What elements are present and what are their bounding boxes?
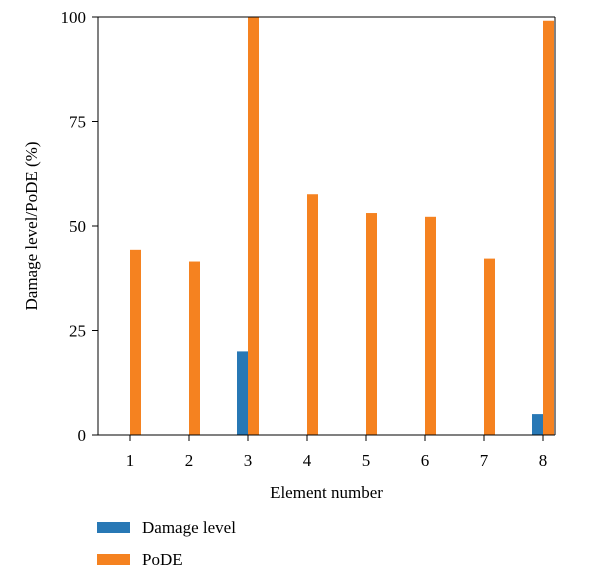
x-ticks: 1 2 3 4 5 6 7 8	[126, 435, 548, 470]
pode-bar	[366, 213, 377, 435]
bars-layer	[130, 17, 554, 436]
pode-bar	[248, 17, 259, 435]
y-tick-label: 75	[69, 113, 86, 132]
damage-level-bar	[237, 351, 248, 435]
legend: Damage level PoDE	[97, 518, 236, 569]
damage-level-bar	[532, 414, 543, 435]
legend-swatch	[97, 554, 130, 565]
x-tick-label: 8	[539, 451, 548, 470]
y-tick-label: 25	[69, 322, 86, 341]
x-tick-label: 2	[185, 451, 194, 470]
legend-label: Damage level	[142, 518, 236, 537]
x-tick-label: 3	[244, 451, 253, 470]
pode-bar	[484, 258, 495, 435]
pode-bar	[189, 261, 200, 435]
x-axis-label: Element number	[270, 483, 383, 502]
y-axis-label: Damage level/PoDE (%)	[22, 142, 41, 311]
pode-bar	[130, 249, 141, 435]
y-tick-label: 0	[78, 426, 87, 445]
y-tick-label: 50	[69, 217, 86, 236]
x-tick-label: 7	[480, 451, 489, 470]
y-tick-label: 100	[61, 8, 87, 27]
x-tick-label: 1	[126, 451, 135, 470]
legend-swatch	[97, 522, 130, 533]
pode-bar	[307, 194, 318, 435]
x-tick-label: 5	[362, 451, 371, 470]
y-ticks: 0 25 50 75 100	[61, 8, 98, 445]
pode-bar	[425, 216, 436, 435]
x-tick-label: 6	[421, 451, 430, 470]
pode-bar	[543, 20, 554, 436]
legend-label: PoDE	[142, 550, 183, 569]
x-tick-label: 4	[303, 451, 312, 470]
